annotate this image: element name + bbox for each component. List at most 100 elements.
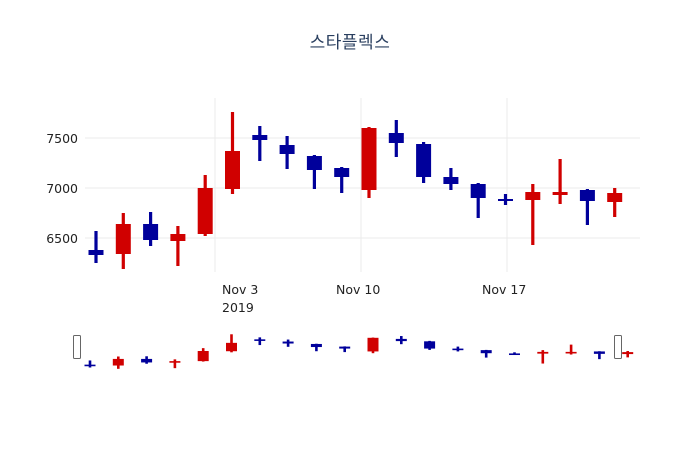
candle-body [88,250,104,255]
candle-body [498,199,513,201]
candle-wick [613,188,617,217]
candle-main[interactable] [525,184,541,245]
candle-main[interactable] [225,112,240,194]
candle-body [254,339,266,341]
candle-rangeslider[interactable] [622,351,634,358]
candle-rangeslider[interactable] [310,343,322,352]
candle-body [470,184,486,198]
candle-rangeslider[interactable] [282,339,294,347]
rangeslider-handle-right[interactable] [614,335,622,359]
candle-body [112,358,124,366]
candle-main[interactable] [143,212,159,246]
candle-body [225,151,240,189]
candle-main[interactable] [88,231,104,263]
candle-body [84,364,96,367]
candle-rangeslider[interactable] [197,348,209,362]
candle-rangeslider[interactable] [565,344,577,355]
candle-body [367,337,379,352]
candle-main[interactable] [361,127,377,198]
candle-main[interactable] [306,155,322,189]
candle-rangeslider[interactable] [424,340,436,350]
candle-body [452,348,464,351]
candle-main[interactable] [170,226,186,266]
candle-main[interactable] [579,189,595,225]
candle-body [143,224,159,240]
candle-wick [569,344,573,355]
candle-main[interactable] [498,194,513,205]
rangeslider-handles[interactable] [73,335,622,359]
candle-rangeslider[interactable] [395,336,407,345]
x-tick-label-year: 2019 [222,300,254,315]
candle-main[interactable] [607,188,623,217]
candle-body [525,192,541,200]
candle-main[interactable] [115,213,131,269]
candle-wick [315,343,318,352]
candle-wick [343,346,346,353]
candle-main[interactable] [443,168,459,190]
candle-wick [585,189,589,225]
candle-wick [340,167,344,193]
candle-rangeslider[interactable] [509,352,520,356]
candle-body [115,224,131,254]
candle-rangeslider[interactable] [84,360,96,368]
candle-rangeslider[interactable] [339,346,351,353]
candle-wick [94,231,98,263]
candle-body [622,352,634,355]
candle-wick [531,184,535,245]
candle-rangeslider[interactable] [593,351,605,360]
candle-rangeslider[interactable] [480,349,492,358]
candle-wick [312,155,316,189]
candle-body [170,234,186,241]
page-title: 스타플렉스 [309,33,391,53]
rangeslider-handle-left[interactable] [73,335,81,359]
candle-body [197,188,213,234]
candle-main[interactable] [470,183,486,218]
candle-wick [173,359,177,369]
candle-wick [258,337,262,346]
candle-body [282,341,294,344]
candle-main[interactable] [334,167,350,193]
candle-rangeslider[interactable] [169,359,181,369]
candle-main[interactable] [197,175,213,236]
candle-body [579,190,595,201]
candle-body [424,341,436,349]
candle-body [306,156,322,170]
candle-rangeslider[interactable] [141,356,153,364]
candle-rangeslider[interactable] [367,337,379,354]
x-tick-label-nov-10: Nov 10 [336,282,380,297]
candle-body [416,144,432,177]
candle-body [339,346,351,349]
candle-rangeslider[interactable] [226,334,237,353]
y-tick-label: 7500 [46,131,78,146]
candle-wick [176,226,180,266]
candle-body [361,128,377,190]
candle-main[interactable] [552,159,568,204]
candle-body [593,351,605,354]
candle-wick [558,159,562,204]
candle-body [509,353,520,356]
candle-main[interactable] [279,136,295,169]
candle-rangeslider[interactable] [112,356,124,369]
candle-rangeslider[interactable] [537,350,549,364]
candle-rangeslider[interactable] [254,337,266,346]
x-axis-ticks: Nov 3 2019 Nov 10 Nov 17 [222,282,526,315]
candle-body [279,145,295,154]
candle-body [443,177,459,184]
candle-body [252,135,268,140]
candle-wick [484,349,488,358]
y-tick-label: 7000 [46,181,78,196]
candle-body [565,351,577,354]
candle-wick [626,351,629,358]
candle-body [552,192,568,195]
candle-main[interactable] [252,126,268,161]
candle-series-rangeslider[interactable] [84,334,634,369]
candle-rangeslider[interactable] [452,346,464,352]
candle-body [607,193,623,202]
candle-main[interactable] [388,120,404,157]
candle-wick [541,350,545,364]
candle-wick [598,351,601,360]
candle-main[interactable] [416,142,432,183]
candle-body [388,133,404,143]
